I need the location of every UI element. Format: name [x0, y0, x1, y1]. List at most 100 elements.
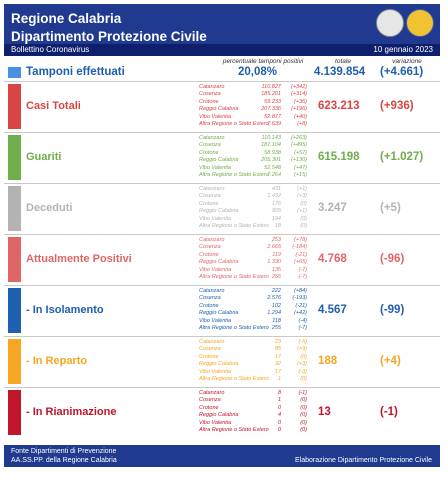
province-variation: (0)	[300, 222, 307, 229]
province-value: 0	[277, 404, 281, 411]
province-row: Catanzaro 110.143 (+263)	[199, 135, 307, 142]
province-value: 18	[274, 222, 281, 229]
province-row: Vibo Valentia 17 (-3)	[199, 369, 307, 376]
province-name: Vibo Valentia	[199, 368, 232, 375]
section-divider	[4, 336, 440, 337]
province-row: Altra Regione o Stato Estero 266 (-7)	[199, 274, 307, 281]
province-table: Catanzaro 110.143 (+263) Cosenza 181.104 (+49…	[199, 135, 307, 179]
province-row: Crotone 59.233 (+36)	[199, 99, 307, 106]
tamponi-total: 4.139.854	[314, 66, 366, 78]
tamponi-color-bar	[8, 67, 21, 78]
logos	[374, 9, 436, 39]
section-variation: (-1)	[380, 405, 398, 418]
province-value: 222	[271, 288, 281, 294]
province-name: Reggio Calabria	[199, 310, 239, 317]
province-name: Cosenza	[199, 397, 221, 404]
province-name: Reggio Calabria	[199, 157, 239, 164]
province-name: Altra Regione o Stato Estero	[199, 375, 269, 382]
province-value: 58.938	[264, 149, 281, 156]
province-variation: (0)	[300, 419, 307, 426]
section-label: - In Isolamento	[26, 303, 104, 316]
section-variation: (+5)	[380, 201, 401, 214]
province-value: 431	[271, 186, 281, 192]
province-variation: (-7)	[298, 266, 307, 273]
province-row: Vibo Valentia 135 (-7)	[199, 267, 307, 274]
province-variation: (+15)	[294, 171, 307, 178]
province-name: Catanzaro	[199, 339, 225, 345]
province-row: Catanzaro 253 (+78)	[199, 237, 307, 244]
province-variation: (+65)	[294, 259, 307, 266]
province-row: Cosenza 85 (+9)	[199, 346, 307, 353]
section-label: Attualmente Positivi	[26, 252, 132, 265]
variation-column-header: variazione	[392, 58, 422, 65]
section-variation: (+936)	[380, 99, 414, 112]
section-6: - In Rianimazione Catanzaro 8 (-1) Cosenza 1 (…	[0, 390, 448, 435]
province-name: Crotone	[199, 251, 219, 258]
province-value: 1	[277, 397, 281, 404]
bulletin-name: Bollettino Coronavirus	[11, 45, 90, 54]
province-name: Cosenza	[199, 346, 221, 353]
province-name: Crotone	[199, 404, 219, 411]
province-row: Reggio Calabria 4 (0)	[199, 412, 307, 419]
section-variation: (+4)	[380, 354, 401, 367]
province-row: Crotone 102 (-21)	[199, 303, 307, 310]
province-name: Vibo Valentia	[199, 317, 232, 324]
province-value: 110.143	[261, 135, 281, 141]
province-value: 1.294	[267, 310, 281, 317]
province-variation: (-193)	[292, 295, 307, 302]
province-name: Catanzaro	[199, 84, 225, 90]
province-variation: (-7)	[298, 324, 307, 331]
province-name: Vibo Valentia	[199, 266, 232, 273]
province-row: Vibo Valentia 0 (0)	[199, 420, 307, 427]
section-divider	[4, 285, 440, 286]
province-name: Vibo Valentia	[199, 113, 232, 120]
province-value: 1.432	[267, 193, 281, 200]
province-value: 8	[277, 390, 281, 396]
province-row: Vibo Valentia 52.877 (+40)	[199, 114, 307, 121]
province-name: Reggio Calabria	[199, 259, 239, 266]
province-value: 905	[271, 208, 281, 215]
province-name: Vibo Valentia	[199, 164, 232, 171]
bulletin-date: 10 gennaio 2023	[373, 45, 433, 54]
province-variation: (+3)	[297, 193, 307, 200]
section-divider	[4, 81, 440, 82]
province-variation: (+78)	[294, 237, 307, 243]
province-name: Altra Regione o Stato Estero	[199, 171, 269, 178]
section-color-bar	[8, 186, 21, 231]
province-variation: (0)	[300, 353, 307, 360]
province-variation: (0)	[300, 426, 307, 433]
section-variation: (+1.027)	[380, 150, 424, 163]
province-name: Altra Regione o Stato Estero	[199, 273, 269, 280]
province-variation: (+1)	[297, 186, 307, 192]
province-variation: (-3)	[298, 368, 307, 375]
province-name: Crotone	[199, 353, 219, 360]
province-variation: (+495)	[290, 142, 307, 149]
section-variation: (-96)	[380, 252, 405, 265]
section-total: 4.768	[318, 252, 347, 265]
province-name: Catanzaro	[199, 390, 225, 396]
region-crest-icon	[376, 9, 404, 37]
province-variation: (-21)	[295, 251, 307, 258]
province-value: 110.827	[261, 84, 281, 90]
province-value: 59.233	[264, 98, 281, 105]
province-row: Altra Regione o Stato Estero 7.639 (+8)	[199, 121, 307, 128]
province-name: Cosenza	[199, 193, 221, 200]
province-value: 2.576	[267, 295, 281, 302]
province-row: Reggio Calabria 1.330 (+65)	[199, 259, 307, 266]
province-variation: (+36)	[294, 98, 307, 105]
province-value: 135	[271, 266, 281, 273]
tamponi-variation: (+4.661)	[380, 66, 424, 78]
province-row: Cosenza 1.432 (+3)	[199, 193, 307, 200]
province-variation: (+3)	[297, 361, 307, 368]
credit-line: Elaborazione Dipartimento Protezione Civ…	[295, 457, 432, 464]
province-row: Crotone 119 (-21)	[199, 252, 307, 259]
province-row: Cosenza 1 (0)	[199, 397, 307, 404]
section-label: - In Reparto	[26, 354, 88, 367]
province-variation: (-21)	[295, 302, 307, 309]
province-value: 52.877	[264, 113, 281, 120]
province-name: Crotone	[199, 200, 219, 207]
province-name: Cosenza	[199, 142, 221, 149]
province-value: 102	[271, 302, 281, 309]
province-variation: (+42)	[294, 310, 307, 317]
province-name: Catanzaro	[199, 288, 225, 294]
